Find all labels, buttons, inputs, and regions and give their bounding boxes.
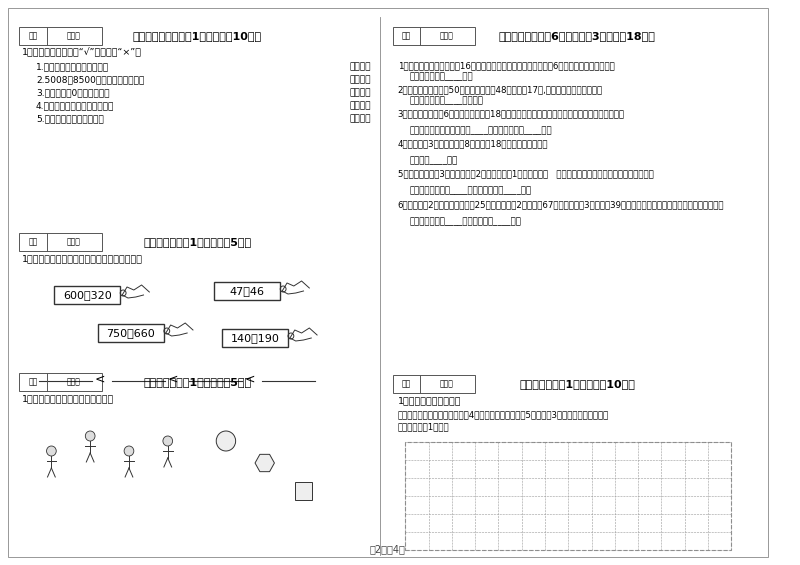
Text: （　　）: （ ）	[349, 102, 370, 111]
Polygon shape	[255, 454, 274, 472]
Text: 评卷人: 评卷人	[66, 32, 81, 41]
Text: 140＋190: 140＋190	[230, 333, 279, 343]
Text: <: <	[167, 372, 178, 385]
Text: 第2页兲4页: 第2页兲4页	[370, 544, 406, 554]
Text: 1、把下列算式按得数大小，从小到大排一行。: 1、把下列算式按得数大小，从小到大排一行。	[22, 254, 143, 263]
Bar	[222, 329, 288, 347]
Text: 1.从右边起，第四位是万位。: 1.从右边起，第四位是万位。	[36, 63, 109, 72]
Text: 评卷人: 评卷人	[440, 32, 454, 41]
Bar	[98, 324, 164, 342]
Text: <: <	[94, 372, 105, 385]
Text: 评卷人: 评卷人	[66, 237, 81, 246]
Bar	[54, 286, 120, 304]
Text: 3.整数末尾的0一般都不读。: 3.整数末尾的0一般都不读。	[36, 89, 110, 98]
Text: 600－320: 600－320	[63, 290, 112, 300]
Text: 4、食堂运来3车大米，每车8袋，吃掀18袋后，还剩多少袋？: 4、食堂运来3车大米，每车8袋，吃掀18袋后，还剩多少袋？	[398, 140, 548, 149]
Bar	[406, 442, 731, 550]
Text: （　　）: （ ）	[349, 89, 370, 98]
Text: 1、小明的妈妈买回来一根16米长的绳子，截去一些做跳绳，还劖6米。做跳绳用去多少米？: 1、小明的妈妈买回来一根16米长的绳子，截去一些做跳绳，还劖6米。做跳绳用去多少…	[398, 62, 614, 71]
Text: （　　）: （ ）	[349, 115, 370, 124]
Text: 五、判断对与错（共1大题，共计10分）: 五、判断对与错（共1大题，共计10分）	[133, 31, 262, 41]
Text: 得分: 得分	[28, 237, 38, 246]
Text: 答：还剩____袋。: 答：还剩____袋。	[410, 157, 458, 166]
Bar	[294, 482, 312, 500]
Circle shape	[163, 436, 173, 446]
Text: 2、商店上周运进童车50辆，这周又运进48辆，卖出17辆,现在商店有多少辆童车？: 2、商店上周运进童车50辆，这周又运进48辆，卖出17辆,现在商店有多少辆童车？	[398, 85, 602, 94]
Text: 得分: 得分	[28, 377, 38, 386]
Text: 5.近似数一般比准确数小。: 5.近似数一般比准确数小。	[36, 115, 104, 124]
Text: 答：爸爸一共买了____千克的东西，合____克。: 答：爸爸一共买了____千克的东西，合____克。	[410, 186, 531, 195]
Text: 得分: 得分	[402, 32, 411, 41]
Text: 47＋46: 47＋46	[230, 286, 265, 296]
Text: 答：做跳绳用去____米。: 答：做跳绳用去____米。	[410, 72, 473, 81]
Text: 1、我会判。（对的打“√”，错的打“×”）: 1、我会判。（对的打“√”，错的打“×”）	[22, 49, 142, 58]
Text: 小格的边长是1厘米）: 小格的边长是1厘米）	[398, 423, 449, 432]
Text: 答：第二天卖的是第一天的____倍，两天共卖出____筱。: 答：第二天卖的是第一天的____倍，两天共卖出____筱。	[410, 127, 552, 136]
Text: （　　）: （ ）	[349, 76, 370, 85]
Text: 得分: 得分	[28, 32, 38, 41]
Text: 5、爸爸在商店买3千克的水果、2千克的面粉和1千克的鸡蛋。   爸爸一共买了多少千克的东西？合多少克？: 5、爸爸在商店买3千克的水果、2千克的面粉和1千克的鸡蛋。 爸爸一共买了多少千克…	[398, 170, 654, 179]
Text: （　　）: （ ）	[349, 63, 370, 72]
Text: <: <	[245, 372, 255, 385]
Text: 评卷人: 评卷人	[66, 377, 81, 386]
Text: 八、解决问题（共6小题，每题3分，共计18分）: 八、解决问题（共6小题，每题3分，共计18分）	[498, 31, 655, 41]
Text: 答：现在商店有____辆童车。: 答：现在商店有____辆童车。	[410, 97, 483, 106]
Bar	[19, 373, 102, 391]
Circle shape	[124, 446, 134, 456]
Circle shape	[216, 431, 236, 451]
Bar	[214, 282, 280, 300]
Text: 4.所有的四位数都比三位数大。: 4.所有的四位数都比三位数大。	[36, 102, 114, 111]
Text: 七、连一连（共1大题，共计5分）: 七、连一连（共1大题，共计5分）	[143, 377, 251, 387]
Text: 得分: 得分	[402, 380, 411, 389]
Text: 评卷人: 评卷人	[440, 380, 454, 389]
Text: 1、动手操作，我会画。: 1、动手操作，我会画。	[398, 397, 461, 406]
Circle shape	[86, 431, 95, 441]
Text: 3、书店第一天卖出6筱书，第二天卖出18筱书，第二天卖的是第一天的几倍？两天共卖出几筱？: 3、书店第一天卖出6筱书，第二天卖出18筱书，第二天卖的是第一天的几倍？两天共卖…	[398, 110, 625, 119]
Text: 6、实验小学2年级订《数学报》25份，三年级比2年级多计67份，四年级比3年级少计39份，三年级订了多少份？四年级订了多少份？: 6、实验小学2年级订《数学报》25份，三年级比2年级多计67份，四年级比3年级少…	[398, 201, 724, 210]
Bar	[393, 375, 475, 393]
Text: 六、比一比（共1大题，共计5分）: 六、比一比（共1大题，共计5分）	[143, 237, 251, 247]
Text: 答：三年级订了____份，四年级订____份。: 答：三年级订了____份，四年级订____份。	[410, 218, 521, 227]
Text: 750－660: 750－660	[106, 328, 155, 338]
Text: 十、综合题（共1大题，共计10分）: 十、综合题（共1大题，共计10分）	[519, 379, 635, 389]
Text: 1、他们看到的是什么？请连一连。: 1、他们看到的是什么？请连一连。	[22, 394, 114, 403]
Bar	[393, 27, 475, 45]
Bar	[19, 233, 102, 251]
Text: 2.5008、8500都是一个零也不读。: 2.5008、8500都是一个零也不读。	[36, 76, 144, 85]
Bar	[19, 27, 102, 45]
Circle shape	[46, 446, 56, 456]
Text: 在下面的方格纸上画一个边长是4厘米的正方形和一个长5厘米、奒3厘米的长方形。（每个: 在下面的方格纸上画一个边长是4厘米的正方形和一个长5厘米、奒3厘米的长方形。（每…	[398, 411, 609, 419]
